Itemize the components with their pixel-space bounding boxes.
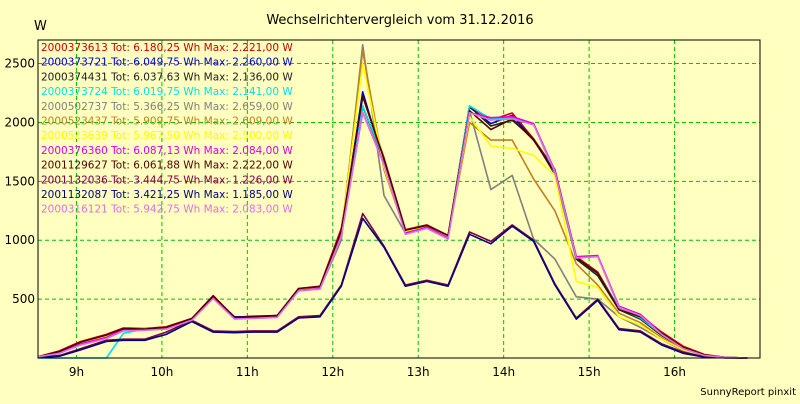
series-line-10 [37,217,748,359]
legend: 2000373613 Tot: 6.180,25 Wh Max: 2.221,0… [41,42,293,216]
legend-entry-1: 2000373721 Tot: 6.049,75 Wh Max: 2.260,0… [41,57,293,69]
x-tick-label-4: 13h [407,365,430,379]
legend-entry-3: 2000373724 Tot: 6.019,75 Wh Max: 2.141,0… [41,86,293,98]
legend-entry-7: 2000376360 Tot: 6.087,13 Wh Max: 2.084,0… [41,145,293,157]
y-tick-label-2: 1500 [4,174,35,188]
x-tick-label-3: 12h [321,365,344,379]
y-tick-label-3: 2000 [4,115,35,129]
x-tick-label-2: 11h [236,365,259,379]
legend-entry-11: 2000316121 Tot: 5.942,75 Wh Max: 2.083,0… [41,204,293,216]
legend-entry-2: 2000374431 Tot: 6.037,63 Wh Max: 2.136,0… [41,71,293,83]
legend-entry-0: 2000373613 Tot: 6.180,25 Wh Max: 2.221,0… [41,42,293,54]
x-tick-label-1: 10h [150,365,173,379]
x-tick-label-5: 14h [492,365,515,379]
legend-entry-8: 2001129627 Tot: 6.061,88 Wh Max: 2.222,0… [41,160,293,172]
y-axis-label: W [34,19,47,34]
x-tick-label-7: 16h [663,365,686,379]
legend-entry-9: 2001132036 Tot: 3.444,75 Wh Max: 1.226,0… [41,174,293,186]
series-line-8 [37,95,748,359]
legend-entry-4: 2000502737 Tot: 5.366,25 Wh Max: 2.659,0… [41,101,293,113]
x-tick-label-6: 15h [578,365,601,379]
footer-credit: SunnyReport pinxit [700,387,796,398]
chart-title: Wechselrichtervergleich vom 31.12.2016 [266,13,533,28]
x-tick-label-0: 9h [69,365,84,379]
axis-ticks: 9h 10h 11h 12h 13h 14h 15h 16h 500 1000 1500 2000 25… [4,57,686,379]
y-tick-label-1: 1000 [4,233,35,247]
series-line-11 [37,111,748,359]
plot-frame [37,39,761,359]
legend-entry-5: 2000523437 Tot: 5.909,75 Wh Max: 2.609,0… [41,116,293,128]
legend-entry-6: 2000523639 Tot: 5.967,50 Wh Max: 2.500,0… [41,130,293,142]
y-tick-label-4: 2500 [4,57,35,71]
series-lines [37,43,748,359]
y-tick-label-0: 500 [12,292,35,306]
legend-entry-10: 2001132087 Tot: 3.421,25 Wh Max: 1.185,0… [41,189,293,201]
grid [38,40,760,358]
